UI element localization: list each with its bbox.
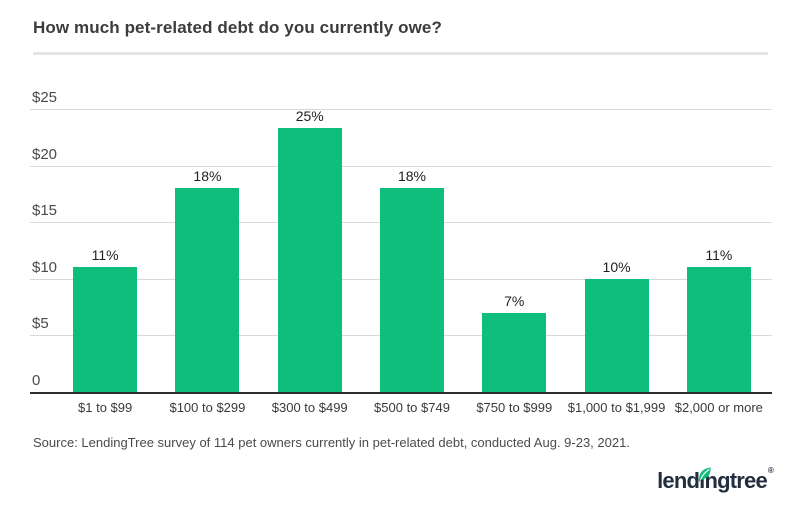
- gridline-20: [30, 165, 772, 167]
- x-axis-label: $300 to $499: [271, 400, 348, 415]
- title-divider: [33, 52, 768, 55]
- bar-value-label: 25%: [295, 108, 324, 124]
- bar-slot: 10%: [565, 109, 667, 392]
- x-axis-label: $100 to $299: [169, 400, 246, 415]
- bar-slot: 7%: [463, 109, 565, 392]
- bar-$300 to $499: [277, 128, 342, 392]
- chart-title: How much pet-related debt do you current…: [33, 18, 442, 37]
- lendingtree-logo: lendıngtree®: [657, 460, 774, 496]
- bar-value-label: 7%: [504, 292, 525, 309]
- y-tick-label: $15: [32, 202, 58, 220]
- bar-slot: 18%: [156, 109, 258, 392]
- x-axis-label: $1 to $99: [78, 400, 133, 415]
- bar-value-label: 11%: [705, 247, 733, 264]
- bar-value-label: 11%: [91, 247, 119, 264]
- gridline-25: [30, 109, 772, 110]
- bar-value-label: 18%: [397, 168, 426, 185]
- bar-$1,000 to $1,999: [584, 278, 649, 392]
- bar-$750 to $999: [482, 312, 547, 392]
- bar-$1 to $99: [73, 267, 138, 392]
- bar-chart: 0 $5 $10 $15 $20 $25 11% 18% 25% 18% 7% 10% 11%: [30, 90, 772, 394]
- y-tick-label: $20: [32, 145, 58, 163]
- x-axis-label: $1,000 to $1,999: [567, 400, 666, 415]
- bar-$2,000 or more: [686, 267, 751, 392]
- x-axis-label: $750 to $999: [476, 400, 553, 415]
- leaf-icon: [698, 467, 711, 482]
- bar-slot: 11%: [54, 109, 156, 392]
- bar-slot: 18%: [361, 109, 463, 392]
- y-tick-label: $10: [32, 258, 58, 276]
- bar-value-label: 18%: [193, 168, 222, 185]
- source-note: Source: LendingTree survey of 114 pet ow…: [33, 435, 630, 450]
- lendingtree-logo-text: lendıngtree®: [657, 466, 774, 494]
- x-axis-label: $2,000 or more: [674, 400, 763, 415]
- logo-word: lendıngtree: [657, 468, 768, 493]
- y-tick-label: $25: [32, 89, 58, 106]
- bar-slot: 25%: [259, 109, 361, 392]
- x-axis-label: $500 to $749: [374, 400, 450, 415]
- bar-$500 to $749: [379, 188, 444, 392]
- bar-$100 to $299: [175, 188, 240, 392]
- bar-value-label: 10%: [602, 258, 631, 275]
- x-axis-labels: $1 to $99 $100 to $299 $300 to $499 $500 to…: [54, 400, 770, 415]
- bars-row: 11% 18% 25% 18% 7% 10% 11%: [54, 109, 770, 392]
- bar-slot: 11%: [668, 109, 770, 392]
- y-tick-label: $5: [32, 315, 49, 333]
- y-tick-label: 0: [32, 372, 41, 389]
- registered-mark: ®: [767, 466, 774, 475]
